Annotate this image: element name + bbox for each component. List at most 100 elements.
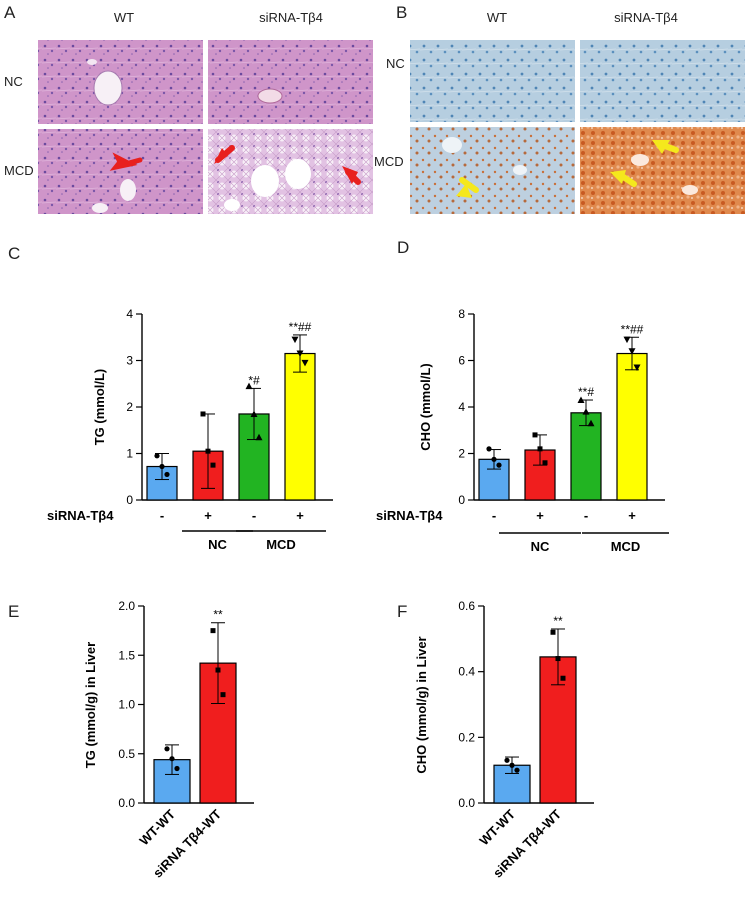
chart-e: 0.0 0.5 1.0 1.5 2.0 TG (mmol/g) in Liver ** WT-… (83, 599, 254, 881)
significance-label: ** (553, 614, 563, 628)
arrow-yellow-icon (652, 140, 670, 154)
data-point (587, 419, 595, 427)
data-point (542, 460, 548, 466)
panel-a-col-label-wt: WT (114, 10, 134, 25)
y-tick-label: 3 (126, 354, 133, 368)
category-label: + (204, 508, 212, 523)
panel-b-row-label-mcd: MCD (374, 154, 404, 169)
he-vessel (224, 199, 240, 211)
y-tick-label: 4 (458, 400, 465, 414)
oil-image-sirna-nc (580, 40, 745, 122)
data-point (560, 675, 566, 681)
panel-c-letter: C (8, 244, 20, 263)
oil-vessel (682, 185, 698, 195)
category-label: - (252, 508, 256, 523)
y-tick-label: 0 (126, 493, 133, 507)
data-point (200, 411, 206, 417)
category-label: + (536, 508, 544, 523)
arrow-yellow-icon (610, 170, 626, 184)
arrow-yellow-icon (459, 177, 479, 193)
factor-label: siRNA-Tβ4 (376, 508, 443, 523)
data-point (245, 382, 253, 390)
he-vessel (285, 159, 311, 189)
data-point (169, 756, 175, 762)
data-point (532, 432, 538, 438)
category-label: + (296, 508, 304, 523)
panel-b-row-label-nc: NC (386, 56, 405, 71)
y-axis-label: TG (mmol/L) (92, 369, 107, 446)
arrow-red-icon (342, 166, 358, 184)
data-point (486, 446, 492, 452)
data-point (623, 336, 631, 344)
he-vessel (93, 70, 123, 106)
data-point (154, 453, 160, 459)
data-point (301, 359, 309, 367)
significance-label: ** (213, 608, 223, 622)
data-point (215, 667, 221, 673)
he-vessel (251, 165, 279, 197)
oil-image-wt-nc (410, 40, 575, 122)
oil-vessel (513, 165, 527, 175)
panel-b-col-label-sirna: siRNA-Tβ4 (614, 10, 678, 25)
data-point (220, 692, 226, 698)
category-label: - (160, 508, 164, 523)
y-tick-label: 2 (126, 400, 133, 414)
he-vessel (92, 203, 108, 213)
data-point (628, 348, 636, 355)
data-point (633, 364, 641, 371)
panel-a-letter: A (4, 3, 16, 22)
y-tick-label: 1.5 (118, 648, 135, 662)
y-tick-label: 8 (458, 307, 465, 321)
y-axis-label: TG (mmol/g) in Liver (83, 642, 98, 768)
data-point (496, 462, 502, 468)
data-point (555, 656, 561, 662)
panel-a-col-label-sirna: siRNA-Tβ4 (259, 10, 323, 25)
y-tick-label: 1 (126, 447, 133, 461)
group-label: NC (531, 539, 550, 554)
y-tick-label: 0.0 (458, 796, 475, 810)
y-tick-label: 1.0 (118, 698, 135, 712)
data-point (550, 629, 556, 635)
group-label: MCD (611, 539, 641, 554)
y-tick-label: 0 (458, 493, 465, 507)
data-point (174, 765, 180, 772)
data-point (159, 463, 165, 470)
category-label: WT-WT (136, 806, 178, 848)
bar (284, 352, 316, 501)
arrow-yellow-icon (619, 173, 637, 187)
panel-b-col-label-wt: WT (487, 10, 507, 25)
he-vessel (87, 59, 97, 65)
category-label: + (628, 508, 636, 523)
data-point (514, 767, 520, 773)
data-point (205, 448, 211, 454)
panel-a-row-label-mcd: MCD (4, 163, 34, 178)
panel-a-row-label-nc: NC (4, 74, 23, 89)
panel-a: A WT siRNA-Tβ4 NC MCD (4, 3, 373, 214)
y-axis-label: CHO (mmol/g) in Liver (414, 636, 429, 773)
he-image-sirna-nc (208, 40, 373, 124)
oil-vessel (442, 137, 462, 153)
data-point (164, 746, 170, 752)
data-point (255, 433, 263, 441)
data-point (164, 471, 170, 478)
data-point (210, 628, 216, 634)
bar (570, 412, 602, 501)
category-label: WT-WT (476, 806, 518, 848)
y-tick-label: 0.5 (118, 747, 135, 761)
arrow-red-icon (109, 152, 143, 171)
data-point (504, 757, 510, 763)
data-point (491, 456, 497, 462)
panel-d-letter: D (397, 238, 409, 257)
category-label: - (584, 508, 588, 523)
panel-f-letter: F (397, 602, 407, 621)
data-point (577, 396, 585, 404)
y-tick-label: 2.0 (118, 599, 135, 613)
category-label: - (492, 508, 496, 523)
oil-vessel (631, 154, 649, 166)
panel-b: B WT siRNA-Tβ4 NC MCD (374, 3, 745, 214)
y-tick-label: 0.6 (458, 599, 475, 613)
factor-label: siRNA-Tβ4 (47, 508, 114, 523)
significance-label: *# (248, 373, 260, 387)
panel-b-letter: B (396, 3, 407, 22)
